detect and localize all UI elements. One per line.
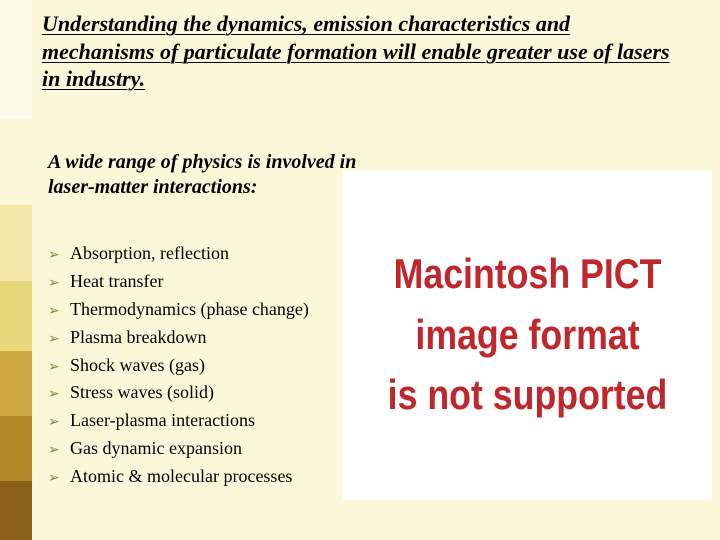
stripe-segment bbox=[0, 0, 32, 119]
bullet-text: Laser-plasma interactions bbox=[70, 407, 255, 435]
bullet-marker-icon: ➢ bbox=[48, 272, 70, 294]
bullet-text: Atomic & molecular processes bbox=[70, 463, 292, 491]
stripe-segment bbox=[0, 281, 32, 351]
bullet-item: ➢Stress waves (solid) bbox=[48, 379, 388, 407]
bullet-marker-icon: ➢ bbox=[48, 467, 70, 489]
bullet-list: ➢Absorption, reflection➢Heat transfer➢Th… bbox=[48, 240, 388, 491]
stripe-segment bbox=[0, 119, 32, 205]
slide-title: Understanding the dynamics, emission cha… bbox=[42, 10, 682, 93]
bullet-text: Gas dynamic expansion bbox=[70, 435, 242, 463]
bullet-marker-icon: ➢ bbox=[48, 411, 70, 433]
title-box: Understanding the dynamics, emission cha… bbox=[42, 8, 682, 97]
bullet-text: Thermodynamics (phase change) bbox=[70, 296, 309, 324]
slide: Understanding the dynamics, emission cha… bbox=[0, 0, 720, 540]
bullet-text: Absorption, reflection bbox=[70, 240, 229, 268]
pict-placeholder-text: Macintosh PICT image format is not suppo… bbox=[387, 244, 667, 427]
bullet-marker-icon: ➢ bbox=[48, 244, 70, 266]
stripe-segment bbox=[0, 416, 32, 481]
stripe-segment bbox=[0, 205, 32, 281]
bullet-item: ➢Laser-plasma interactions bbox=[48, 407, 388, 435]
sub-heading: A wide range of physics is involved in l… bbox=[48, 150, 378, 200]
left-accent-stripe bbox=[0, 0, 32, 540]
bullet-marker-icon: ➢ bbox=[48, 300, 70, 322]
stripe-segment bbox=[0, 351, 32, 416]
bullet-item: ➢Gas dynamic expansion bbox=[48, 435, 388, 463]
bullet-marker-icon: ➢ bbox=[48, 328, 70, 350]
bullet-text: Stress waves (solid) bbox=[70, 379, 214, 407]
bullet-marker-icon: ➢ bbox=[48, 356, 70, 378]
bullet-item: ➢Thermodynamics (phase change) bbox=[48, 296, 388, 324]
bullet-marker-icon: ➢ bbox=[48, 439, 70, 461]
bullet-item: ➢Shock waves (gas) bbox=[48, 352, 388, 380]
bullet-item: ➢Absorption, reflection bbox=[48, 240, 388, 268]
bullet-item: ➢Plasma breakdown bbox=[48, 324, 388, 352]
bullet-text: Heat transfer bbox=[70, 268, 163, 296]
pict-line-2: image format bbox=[415, 311, 639, 358]
pict-line-3: is not supported bbox=[387, 371, 667, 418]
bullet-item: ➢Heat transfer bbox=[48, 268, 388, 296]
stripe-segment bbox=[0, 481, 32, 540]
pict-placeholder: Macintosh PICT image format is not suppo… bbox=[342, 170, 712, 500]
bullet-marker-icon: ➢ bbox=[48, 383, 70, 405]
bullet-item: ➢Atomic & molecular processes bbox=[48, 463, 388, 491]
bullet-text: Plasma breakdown bbox=[70, 324, 206, 352]
main-content-area: Understanding the dynamics, emission cha… bbox=[32, 0, 720, 540]
bullet-text: Shock waves (gas) bbox=[70, 352, 205, 380]
pict-line-1: Macintosh PICT bbox=[393, 250, 661, 297]
